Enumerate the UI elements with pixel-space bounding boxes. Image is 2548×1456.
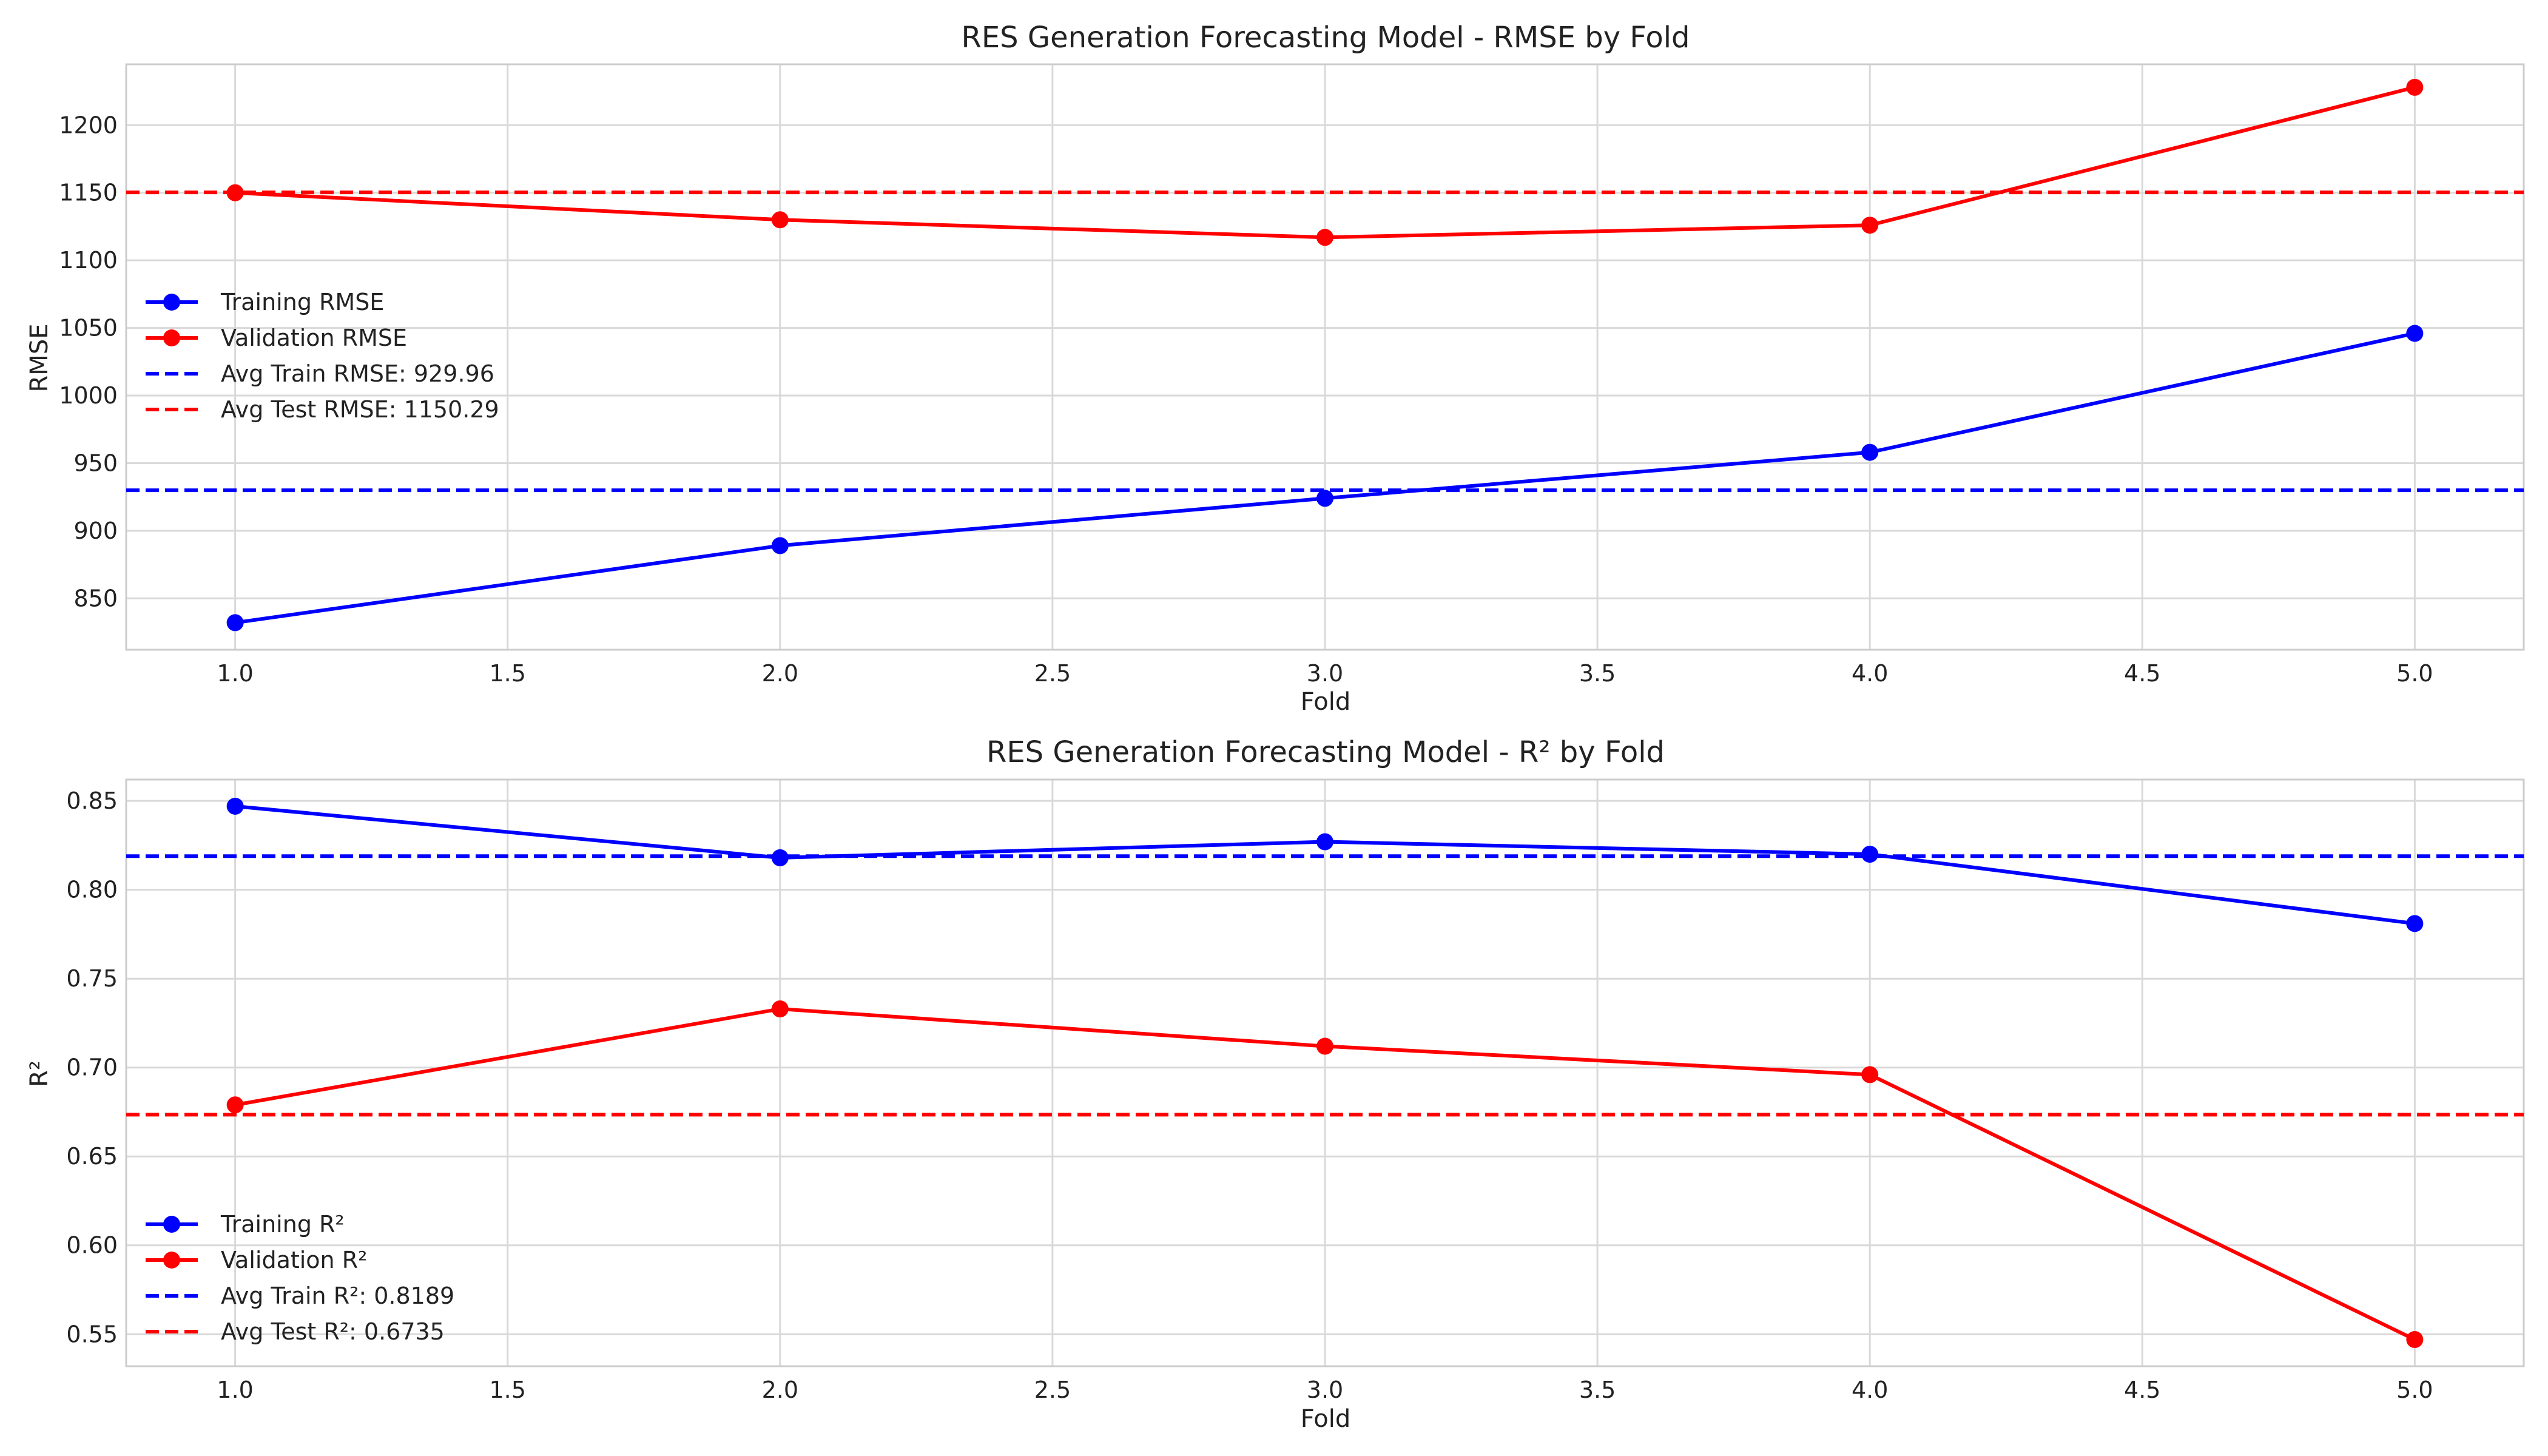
x-tick-label: 4.5: [2124, 1377, 2160, 1403]
data-point: [226, 184, 244, 201]
y-tick-label: 1050: [59, 315, 118, 342]
data-point: [1861, 217, 1879, 234]
x-tick-label: 5.0: [2396, 1377, 2433, 1403]
legend-label: Training RMSE: [220, 289, 384, 315]
legend-label: Avg Train RMSE: 929.96: [221, 360, 494, 387]
x-tick-label: 2.5: [1034, 660, 1071, 687]
x-tick-label: 2.0: [762, 1377, 798, 1403]
data-point: [1316, 1037, 1333, 1055]
y-tick-label: 950: [73, 450, 118, 476]
x-tick-label: 4.0: [1852, 1377, 1888, 1403]
x-tick-label: 3.5: [1579, 660, 1616, 687]
legend-entry: Validation R²: [146, 1247, 367, 1273]
y-tick-label: 1200: [59, 112, 118, 138]
legend-marker: [163, 294, 180, 311]
x-tick-label: 4.5: [2124, 660, 2160, 687]
legend-marker: [163, 329, 180, 346]
chart-title: RES Generation Forecasting Model - RMSE …: [961, 21, 1690, 55]
data-point: [226, 1096, 244, 1114]
data-point: [226, 797, 244, 815]
data-point: [1861, 443, 1879, 461]
data-point: [771, 1000, 789, 1018]
rmse-chart: RES Generation Forecasting Model - RMSE …: [25, 21, 2525, 716]
legend-label: Avg Test RMSE: 1150.29: [221, 396, 499, 423]
x-tick-label: 1.5: [490, 1377, 526, 1403]
data-point: [1316, 229, 1333, 246]
legend-label: Validation RMSE: [221, 325, 407, 351]
data-point: [226, 614, 244, 632]
data-point: [1316, 833, 1333, 851]
data-point: [771, 537, 789, 554]
y-axis-label: RMSE: [25, 324, 53, 393]
data-point: [1316, 490, 1333, 507]
plot-frame: [125, 63, 2525, 651]
y-tick-label: 0.65: [66, 1143, 118, 1170]
y-tick-label: 1000: [59, 382, 118, 409]
legend-label: Validation R²: [221, 1247, 367, 1273]
x-tick-label: 1.0: [217, 660, 253, 687]
data-point: [1861, 1066, 1879, 1084]
x-tick-label: 2.5: [1034, 1377, 1071, 1403]
x-tick-label: 5.0: [2396, 660, 2433, 687]
y-tick-label: 1150: [59, 180, 118, 206]
y-tick-label: 1100: [59, 247, 118, 274]
legend-entry: Validation RMSE: [146, 325, 407, 351]
y-tick-label: 0.75: [66, 965, 118, 992]
legend-entry: Training R²: [146, 1211, 345, 1238]
x-axis-label: Fold: [1301, 688, 1351, 716]
legend-marker: [163, 1216, 180, 1233]
legend-marker: [163, 1252, 180, 1269]
x-tick-label: 4.0: [1852, 660, 1888, 687]
data-point: [2406, 325, 2424, 342]
data-point: [2406, 78, 2424, 96]
x-tick-label: 1.0: [217, 1377, 253, 1403]
y-tick-label: 0.80: [66, 877, 118, 903]
y-tick-label: 0.85: [66, 787, 118, 814]
y-tick-label: 0.70: [66, 1054, 118, 1081]
legend-label: Avg Test R²: 0.6735: [221, 1318, 445, 1345]
legend-entry: Training RMSE: [146, 289, 384, 315]
legend-entry: Avg Test RMSE: 1150.29: [146, 396, 499, 423]
data-point: [771, 211, 789, 229]
legend-entry: Avg Test R²: 0.6735: [146, 1318, 445, 1345]
legend-entry: Avg Train RMSE: 929.96: [146, 360, 494, 387]
x-tick-label: 3.0: [1307, 660, 1343, 687]
data-point: [1861, 846, 1879, 863]
y-tick-label: 0.55: [66, 1321, 118, 1347]
data-point: [771, 849, 789, 866]
x-tick-label: 2.0: [762, 660, 798, 687]
x-tick-label: 3.0: [1307, 1377, 1343, 1403]
legend-entry: Avg Train R²: 0.8189: [146, 1282, 454, 1309]
y-tick-label: 850: [73, 585, 118, 612]
legend-label: Avg Train R²: 0.8189: [221, 1282, 454, 1309]
y-axis-label: R²: [25, 1060, 53, 1087]
plot-frame: [125, 778, 2525, 1367]
x-axis-label: Fold: [1301, 1405, 1351, 1433]
data-point: [2406, 915, 2424, 932]
y-tick-label: 900: [73, 517, 118, 544]
data-point: [2406, 1331, 2424, 1349]
x-tick-label: 1.5: [490, 660, 526, 687]
r2-chart: RES Generation Forecasting Model - R² by…: [25, 735, 2525, 1433]
x-tick-label: 3.5: [1579, 1377, 1616, 1403]
legend-label: Training R²: [220, 1211, 345, 1238]
chart-title: RES Generation Forecasting Model - R² by…: [986, 735, 1665, 769]
y-tick-label: 0.60: [66, 1232, 118, 1259]
